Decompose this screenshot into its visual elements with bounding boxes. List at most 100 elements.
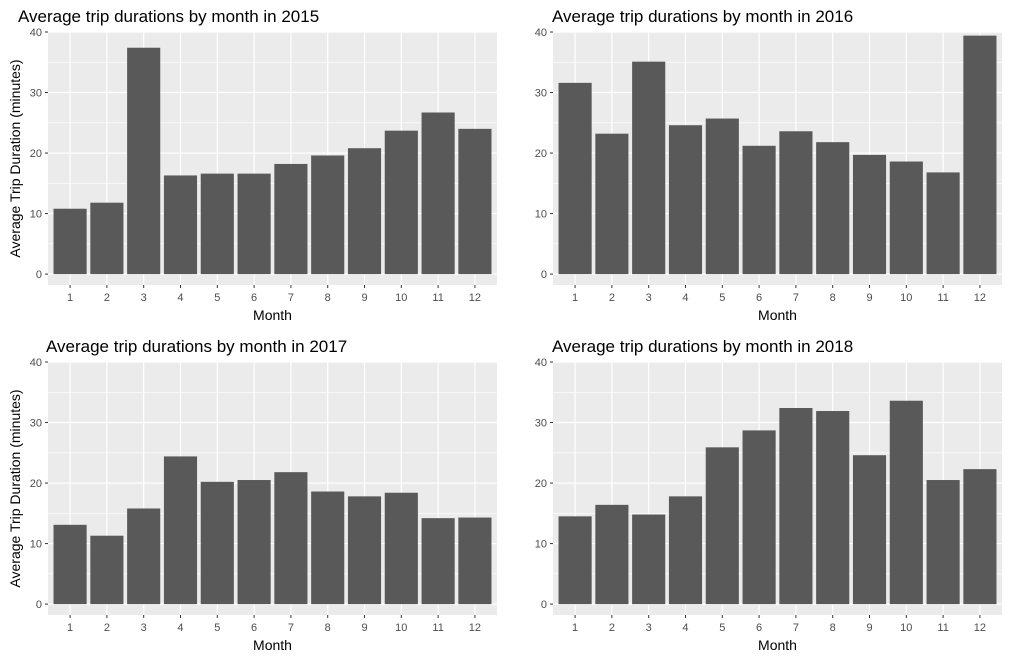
bar-month-9 — [852, 154, 887, 275]
x-tick-label: 3 — [646, 292, 652, 304]
bar-month-11 — [421, 518, 455, 605]
bar-month-4 — [668, 496, 703, 605]
x-tick-label: 7 — [288, 292, 294, 304]
bar-month-6 — [237, 173, 271, 275]
x-tick-label: 2 — [104, 292, 110, 304]
bar-month-6 — [742, 145, 776, 275]
x-tick-label: 12 — [469, 292, 481, 304]
bar-month-9 — [347, 148, 382, 275]
x-tick-label: 8 — [325, 292, 331, 304]
x-tick-label: 6 — [756, 292, 762, 304]
x-tick-label: 10 — [395, 622, 407, 634]
x-tick-label: 5 — [214, 622, 220, 634]
x-tick-label: 1 — [67, 292, 73, 304]
bar-month-1 — [53, 208, 87, 275]
x-tick-label: 6 — [251, 622, 257, 634]
x-tick-label: 2 — [609, 622, 615, 634]
bar-month-9 — [347, 496, 382, 605]
bar-month-12 — [963, 469, 997, 605]
y-tick-label: 20 — [30, 478, 42, 490]
bar-month-11 — [421, 112, 455, 275]
x-tick-label: 1 — [572, 292, 578, 304]
x-tick-label: 10 — [395, 292, 407, 304]
bar-month-10 — [889, 161, 923, 275]
x-tick-label: 7 — [793, 292, 799, 304]
x-tick-label: 11 — [432, 292, 443, 304]
bar-month-6 — [742, 430, 776, 605]
x-tick-label: 4 — [177, 622, 183, 634]
bar-month-11 — [926, 172, 960, 275]
bar-month-1 — [53, 524, 87, 605]
bar-month-7 — [274, 472, 308, 605]
y-tick-label: 20 — [535, 148, 547, 160]
x-tick-label: 5 — [214, 292, 220, 304]
x-tick-label: 12 — [974, 622, 986, 634]
bar-month-12 — [458, 128, 492, 275]
chart-title: Average trip durations by month in 2016 — [552, 7, 853, 26]
x-tick-label: 7 — [288, 622, 294, 634]
x-axis-label: Month — [758, 307, 797, 323]
bar-month-1 — [558, 82, 592, 275]
x-tick-label: 9 — [866, 292, 872, 304]
x-tick-label: 8 — [325, 622, 331, 634]
x-tick-label: 3 — [646, 622, 652, 634]
x-tick-label: 9 — [361, 622, 367, 634]
bar-month-9 — [852, 455, 887, 605]
chart-title: Average trip durations by month in 2017 — [46, 337, 347, 356]
x-tick-label: 11 — [937, 292, 948, 304]
y-axis-label: Average Trip Duration (minutes) — [7, 389, 23, 587]
y-tick-label: 20 — [30, 148, 42, 160]
bar-month-5 — [200, 173, 234, 275]
y-tick-label: 10 — [535, 209, 547, 221]
bar-month-8 — [311, 491, 345, 605]
bar-month-11 — [926, 480, 960, 605]
bar-month-10 — [889, 400, 923, 605]
x-tick-label: 12 — [974, 292, 986, 304]
x-tick-label: 2 — [104, 622, 110, 634]
bar-month-1 — [558, 516, 592, 605]
bar-month-2 — [595, 133, 629, 275]
bar-month-12 — [458, 517, 492, 605]
bar-month-3 — [127, 508, 161, 605]
x-tick-label: 5 — [719, 292, 725, 304]
y-tick-label: 10 — [30, 539, 42, 551]
y-tick-label: 0 — [36, 269, 42, 281]
bar-month-8 — [816, 411, 850, 605]
x-tick-label: 2 — [609, 292, 615, 304]
x-tick-label: 10 — [900, 292, 912, 304]
x-tick-label: 1 — [572, 622, 578, 634]
y-tick-label: 10 — [30, 209, 42, 221]
x-tick-label: 9 — [361, 292, 367, 304]
bar-month-2 — [595, 504, 629, 605]
x-axis-label: Month — [253, 307, 292, 323]
y-tick-label: 30 — [535, 418, 547, 430]
bar-month-12 — [963, 35, 997, 275]
y-tick-label: 30 — [30, 88, 42, 100]
chart-title: Average trip durations by month in 2018 — [552, 337, 853, 356]
x-tick-label: 8 — [830, 292, 836, 304]
y-tick-label: 20 — [535, 478, 547, 490]
x-tick-label: 11 — [432, 622, 443, 634]
bar-month-10 — [384, 130, 418, 275]
x-tick-label: 9 — [866, 622, 872, 634]
bar-month-4 — [668, 125, 703, 275]
bar-month-7 — [779, 131, 813, 275]
x-tick-label: 6 — [756, 622, 762, 634]
x-tick-label: 4 — [177, 292, 183, 304]
bar-month-4 — [163, 456, 198, 605]
bar-month-3 — [632, 61, 666, 275]
y-tick-label: 40 — [30, 357, 42, 369]
y-axis-label: Average Trip Duration (minutes) — [7, 59, 23, 257]
x-tick-label: 3 — [141, 292, 147, 304]
bar-month-3 — [127, 47, 161, 275]
x-tick-label: 8 — [830, 622, 836, 634]
x-axis-label: Month — [253, 637, 292, 653]
x-tick-label: 6 — [251, 292, 257, 304]
y-tick-label: 40 — [535, 27, 547, 39]
x-tick-label: 10 — [900, 622, 912, 634]
